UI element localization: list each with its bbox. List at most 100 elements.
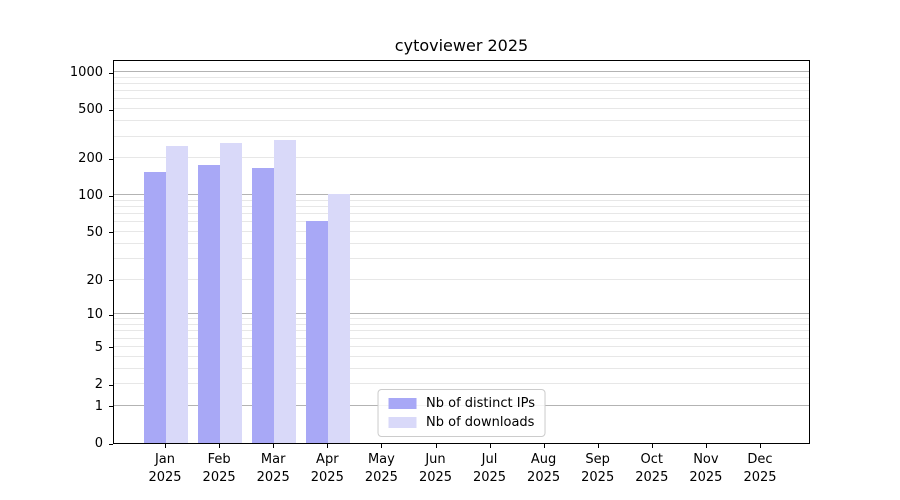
y-axis-tick-mark (109, 109, 113, 111)
x-axis-tick-label: Dec 2025 (725, 451, 795, 487)
year-label: 2025 (581, 470, 615, 485)
y-axis-tick-label: 100 (78, 188, 103, 204)
month-label: Jul (481, 452, 498, 467)
gridline-major (114, 313, 809, 315)
gridline-minor (114, 330, 809, 332)
legend-swatch-icon (388, 398, 417, 409)
y-axis-tick-label: 0 (94, 436, 103, 451)
y-axis-tick-mark (109, 443, 113, 445)
gridline-minor (114, 213, 809, 215)
legend-label: Nb of downloads (426, 415, 535, 430)
x-axis-tick-mark (273, 444, 275, 448)
year-label: 2025 (148, 470, 182, 485)
x-axis-tick-mark (327, 444, 329, 448)
x-axis-tick-mark (705, 444, 707, 448)
gridline-minor (114, 98, 809, 100)
gridline-minor (114, 383, 809, 384)
gridline-minor (114, 90, 809, 92)
bar-mar-distinct-ips (252, 167, 275, 443)
x-axis-tick-label: Jan 2025 (130, 451, 200, 487)
year-label: 2025 (472, 470, 507, 485)
y-axis-tick-mark (109, 406, 113, 408)
x-axis-tick-label: Aug 2025 (509, 451, 579, 487)
year-label: 2025 (689, 470, 723, 485)
month-label: Nov (693, 452, 719, 467)
gridline-minor (114, 345, 809, 347)
gridline-minor (114, 242, 809, 244)
y-axis-tick-mark (109, 280, 113, 281)
gridline-minor (114, 337, 809, 339)
y-axis-tick-label: 200 (78, 151, 103, 167)
x-axis-tick-label: Oct 2025 (617, 451, 687, 487)
y-axis-tick-mark (109, 72, 113, 74)
x-axis-tick-label: May 2025 (346, 451, 416, 487)
legend-swatch-icon (388, 417, 417, 428)
bar-mar-downloads (274, 140, 297, 443)
bar-apr-distinct-ips (306, 221, 329, 443)
bar-jan-downloads (166, 146, 188, 443)
gridline-minor (114, 257, 809, 259)
year-label: 2025 (364, 470, 398, 485)
gridline-minor (114, 355, 809, 357)
year-label: 2025 (256, 470, 290, 485)
x-axis-tick-mark (435, 444, 437, 448)
gridline-major (114, 71, 809, 72)
x-axis-tick-mark (489, 444, 491, 448)
gridline-minor (114, 230, 809, 232)
legend: Nb of distinct IPs Nb of downloads (377, 389, 546, 437)
y-axis-tick-label: 10 (86, 307, 103, 323)
gridline-minor (114, 108, 809, 110)
y-axis-tick-mark (109, 347, 113, 349)
y-axis-tick-mark (109, 384, 113, 386)
y-axis-tick-label: 2 (94, 377, 103, 392)
gridline-minor (114, 221, 809, 223)
month-label: Oct (640, 452, 664, 467)
year-label: 2025 (202, 470, 236, 485)
gridline-minor (114, 76, 809, 78)
x-axis-tick-label: Feb 2025 (184, 451, 254, 487)
x-axis-tick-mark (597, 444, 599, 448)
y-axis-tick-label: 1000 (69, 65, 103, 80)
gridline-minor (114, 199, 809, 201)
year-label: 2025 (527, 470, 561, 485)
month-label: May (367, 452, 395, 467)
gridline-minor (114, 120, 809, 122)
x-axis-tick-label: Sep 2025 (563, 451, 633, 487)
y-axis-tick-label: 50 (86, 224, 103, 240)
y-axis-tick-mark (109, 314, 113, 316)
gridline-major (114, 194, 809, 196)
year-label: 2025 (418, 470, 453, 485)
gridline-minor (114, 367, 809, 369)
bar-feb-downloads (220, 143, 243, 443)
y-axis-tick-label: 500 (78, 102, 103, 118)
gridline-minor (114, 206, 809, 207)
gridline-minor (114, 157, 809, 159)
gridline-minor (114, 278, 809, 280)
month-label: Jun (425, 452, 446, 467)
y-axis-tick-label: 20 (86, 272, 103, 288)
x-axis-tick-mark (651, 444, 653, 448)
month-label: Mar (260, 452, 286, 467)
month-label: Sep (585, 452, 610, 467)
x-axis-tick-label: Apr 2025 (292, 451, 362, 487)
gridline-minor (114, 318, 809, 320)
x-axis-tick-mark (381, 444, 383, 448)
year-label: 2025 (310, 470, 344, 485)
y-axis-tick-mark (109, 232, 113, 234)
bar-apr-downloads (328, 193, 351, 443)
x-axis-tick-mark (165, 444, 166, 448)
x-axis-tick-mark (760, 444, 761, 448)
x-axis-tick-label: Jun 2025 (401, 451, 471, 487)
month-label: Aug (530, 452, 557, 467)
legend-label: Nb of distinct IPs (426, 396, 535, 411)
month-label: Apr (316, 452, 339, 467)
legend-row: Nb of downloads (388, 415, 535, 430)
bar-feb-distinct-ips (198, 165, 221, 443)
y-axis-tick-label: 1 (94, 398, 103, 414)
year-label: 2025 (743, 470, 777, 485)
gridline-minor (114, 135, 809, 137)
x-axis-tick-label: Nov 2025 (671, 451, 741, 487)
year-label: 2025 (635, 470, 669, 485)
bar-jan-distinct-ips (144, 172, 166, 443)
